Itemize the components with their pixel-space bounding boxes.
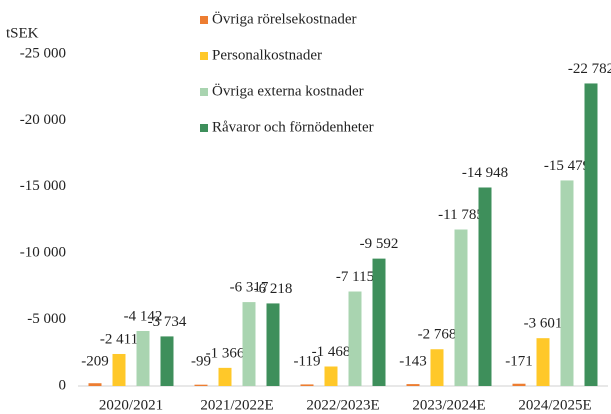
x-tick-label: 2022/2023E	[306, 397, 379, 413]
bar	[406, 384, 420, 386]
bar	[512, 383, 526, 386]
data-label: -2 411	[100, 331, 138, 347]
y-tick-label: 0	[59, 377, 67, 393]
bar	[348, 291, 362, 386]
bar	[300, 384, 314, 386]
legend-swatch	[200, 124, 208, 132]
legend-label: Övriga rörelsekostnader	[212, 10, 357, 27]
legend-swatch	[200, 52, 208, 60]
bar	[324, 366, 338, 386]
bar	[266, 303, 280, 386]
data-label: -1 468	[312, 344, 351, 360]
y-tick-label: -25 000	[20, 45, 66, 61]
x-tick-label: 2024/2025E	[518, 397, 591, 413]
x-tick-label: 2020/2021	[99, 397, 163, 413]
y-tick-label: -10 000	[20, 245, 66, 261]
bar	[372, 258, 386, 386]
legend-swatch	[200, 16, 208, 24]
bar	[218, 367, 232, 386]
x-tick-label: 2021/2022E	[200, 397, 273, 413]
data-label: -6 218	[254, 281, 293, 297]
bar	[584, 83, 598, 386]
data-label: -2 768	[418, 327, 457, 343]
data-label: -14 948	[462, 165, 508, 181]
legend-label: Övriga externa kostnader	[212, 82, 364, 99]
data-label: -209	[81, 353, 109, 369]
bar	[560, 180, 574, 386]
bar	[454, 229, 468, 386]
bar	[478, 187, 492, 386]
data-label: -1 366	[206, 345, 245, 361]
bar	[160, 336, 174, 386]
x-tick-label: 2023/2024E	[412, 397, 485, 413]
data-label: -9 592	[360, 236, 399, 252]
y-tick-label: -5 000	[27, 311, 66, 327]
bar	[536, 338, 550, 386]
bar	[112, 353, 126, 386]
bar	[194, 384, 208, 386]
data-label: -3 734	[148, 314, 187, 330]
data-label: -171	[505, 353, 533, 369]
legend-label: Personalkostnader	[212, 47, 322, 63]
data-label: -143	[399, 353, 427, 369]
data-label: -11 785	[438, 207, 484, 223]
bar	[242, 302, 256, 386]
bar	[136, 330, 150, 386]
y-tick-label: -20 000	[20, 112, 66, 128]
data-label: -6 317	[230, 280, 269, 296]
y-axis-unit: tSEK	[6, 25, 39, 41]
data-label: -15 479	[544, 158, 590, 174]
bar	[430, 349, 444, 386]
legend-swatch	[200, 88, 208, 96]
data-label: -22 782	[568, 61, 611, 77]
data-label: -3 601	[524, 316, 563, 332]
data-label: -99	[191, 353, 211, 369]
data-label: -119	[294, 353, 321, 369]
bar	[88, 383, 102, 386]
y-tick-label: -15 000	[20, 178, 66, 194]
data-label: -4 142	[124, 308, 163, 324]
data-label: -7 115	[336, 269, 374, 285]
legend-label: Råvaror och förnödenheter	[212, 119, 374, 135]
